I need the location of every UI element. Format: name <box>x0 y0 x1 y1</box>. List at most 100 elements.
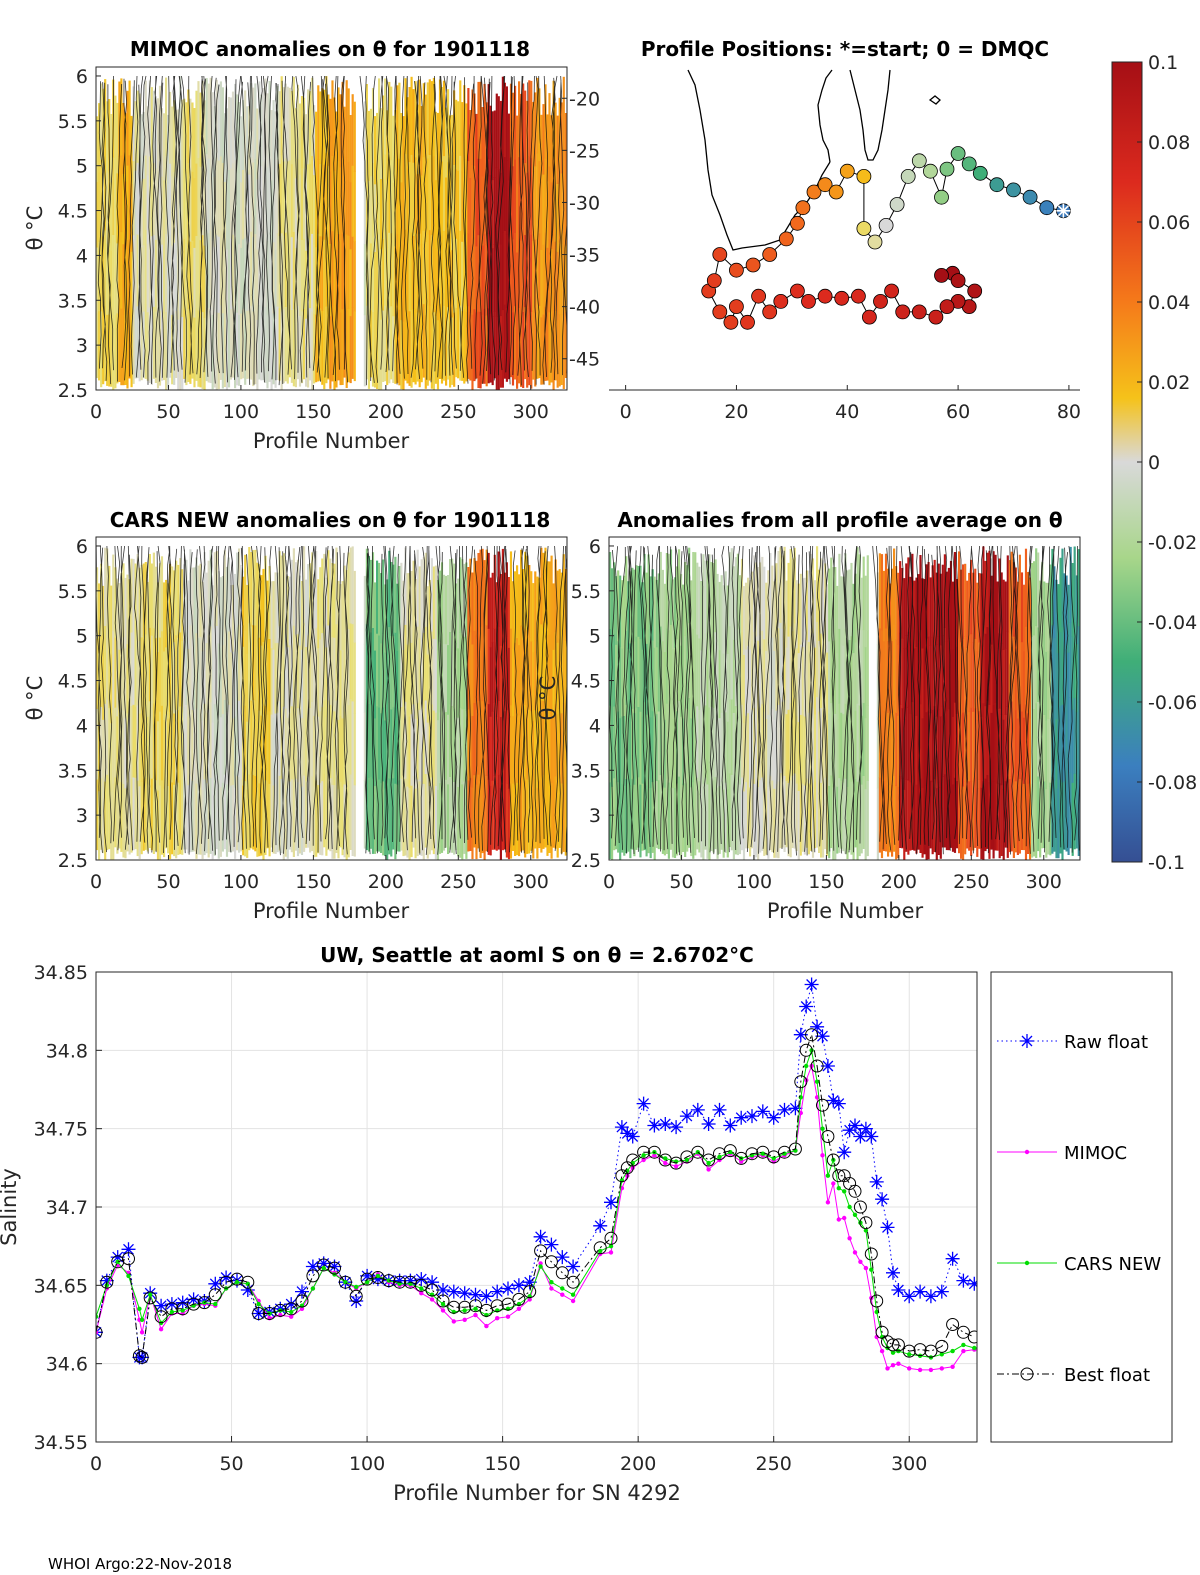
heatmap-cell <box>1012 783 1015 858</box>
heatmap-cell <box>398 309 401 386</box>
data-point <box>879 1348 885 1354</box>
heatmap-cell <box>150 161 153 237</box>
heatmap-cell <box>270 647 273 715</box>
heatmap-cell <box>637 566 640 637</box>
heatmap-cell <box>144 80 147 156</box>
heatmap-cell <box>1055 788 1058 859</box>
data-point <box>641 1157 646 1163</box>
heatmap-cell <box>811 707 815 784</box>
heatmap-cell <box>98 103 101 173</box>
profile-position <box>889 197 905 212</box>
heatmap-cell <box>485 549 488 626</box>
heatmap-cell <box>503 779 506 850</box>
heatmap-cell <box>489 105 492 176</box>
heatmap-cell <box>272 581 275 650</box>
heatmap-cell <box>451 317 454 385</box>
heatmap-cell <box>321 780 324 856</box>
heatmap-cell <box>1061 704 1064 783</box>
heatmap-cell <box>244 630 247 706</box>
legend-box <box>990 971 1173 1443</box>
heatmap-cell <box>542 700 545 775</box>
y-tick-label: 5 <box>76 626 88 648</box>
heatmap-cell <box>461 171 464 242</box>
heatmap-cell <box>244 705 247 782</box>
heatmap-cell <box>489 174 492 245</box>
heatmap-cell <box>254 308 257 385</box>
right-tick-label: -40 <box>569 297 600 319</box>
heatmap-cell <box>479 780 482 858</box>
heatmap-cell <box>380 319 383 390</box>
heatmap-cell <box>791 775 794 848</box>
data-point <box>859 1216 873 1230</box>
heatmap-cell <box>195 783 198 859</box>
heatmap-cell <box>511 92 515 167</box>
heatmap-cell <box>481 176 484 246</box>
data-point <box>723 1118 738 1133</box>
profile-position <box>1022 189 1038 205</box>
heatmap-cell <box>901 568 904 639</box>
heatmap-cell <box>811 782 815 858</box>
x-tick-label: 50 <box>669 871 693 893</box>
heatmap-cell <box>830 775 833 849</box>
data-point <box>327 1259 342 1274</box>
heatmap-cell <box>1063 780 1066 850</box>
heatmap-cell <box>114 314 117 389</box>
heatmap-cell <box>665 553 668 629</box>
heatmap-cell <box>546 561 549 636</box>
heatmap-cell <box>633 784 636 857</box>
heatmap-cell <box>246 174 249 243</box>
heatmap-cell <box>254 700 257 777</box>
heatmap-cell <box>229 167 233 239</box>
heatmap-cell <box>106 172 109 244</box>
heatmap-cell <box>467 638 470 710</box>
heatmap-cell <box>406 240 409 312</box>
heatmap-cell <box>112 783 115 860</box>
heatmap-cell <box>453 708 456 782</box>
heatmap-cell <box>288 87 291 161</box>
heatmap-cell <box>292 779 295 857</box>
heatmap-cell <box>534 571 537 642</box>
heatmap-cell <box>270 581 273 649</box>
heatmap-cell <box>744 582 748 650</box>
heatmap-cell <box>728 773 731 848</box>
heatmap-cell <box>219 786 222 857</box>
heatmap-cell <box>205 229 208 306</box>
heatmap-cell <box>294 108 297 179</box>
heatmap-cell <box>351 546 354 625</box>
heatmap-cell <box>294 317 297 388</box>
cars-xlabel: Profile Number <box>253 899 410 923</box>
data-point <box>457 1286 472 1301</box>
heatmap-cell <box>777 704 780 782</box>
heatmap-cell <box>227 96 231 170</box>
heatmap-cell <box>430 81 433 159</box>
heatmap-cell <box>532 583 535 653</box>
data-point <box>197 1296 211 1310</box>
heatmap-cell <box>477 553 480 628</box>
heatmap-cell <box>921 717 924 788</box>
heatmap-cell <box>290 559 293 634</box>
x-tick-label: 300 <box>513 401 549 423</box>
heatmap-cell <box>1024 781 1028 860</box>
heatmap-cell <box>165 646 168 715</box>
data-point <box>386 1278 391 1283</box>
heatmap-cell <box>124 787 127 859</box>
heatmap-cell <box>528 709 531 782</box>
heatmap-cell <box>207 307 210 383</box>
heatmap-cell <box>300 649 304 719</box>
heatmap-cell <box>536 787 539 859</box>
heatmap-cell <box>647 703 650 779</box>
heatmap-cell <box>191 567 194 639</box>
heatmap-cell <box>503 230 506 305</box>
x-tick-label: 50 <box>156 871 180 893</box>
data-point <box>641 1153 646 1158</box>
heatmap-cell <box>126 313 129 389</box>
heatmap-cell <box>321 632 324 708</box>
heatmap-cell <box>339 715 342 782</box>
y-tick-label: 2.5 <box>58 850 88 872</box>
heatmap-cell <box>744 649 748 716</box>
heatmap-cell <box>550 555 553 632</box>
heatmap-cell <box>785 780 788 848</box>
heatmap-cell <box>546 180 549 248</box>
heatmap-cell <box>432 311 435 390</box>
heatmap-cell <box>485 700 488 776</box>
